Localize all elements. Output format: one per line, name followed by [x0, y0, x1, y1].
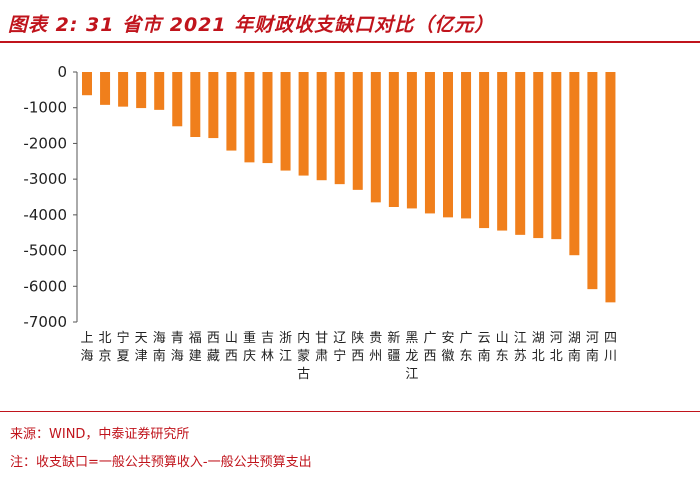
bar-贵州: [370, 72, 381, 203]
bar-上海: [82, 72, 92, 96]
y-tick-label: -6000: [23, 277, 67, 295]
bar-重庆: [244, 72, 255, 163]
x-tick-label: 四川: [604, 331, 617, 364]
title-divider: [0, 41, 700, 43]
bar-吉林: [262, 72, 273, 164]
x-tick-label: 河北: [550, 331, 563, 364]
x-tick-label: 山东: [496, 331, 509, 364]
bar-湖南: [569, 72, 580, 256]
bar-河北: [551, 72, 562, 240]
x-tick-label: 吉林: [261, 331, 274, 364]
y-tick-label: -5000: [23, 242, 67, 260]
bar-四川: [605, 72, 616, 303]
x-tick-label: 云南: [478, 331, 491, 364]
chart-title: 图表 2: 31 省市 2021 年财政收支缺口对比（亿元）: [8, 14, 495, 36]
y-tick-label: 0: [57, 63, 67, 81]
x-tick-label: 青海: [171, 331, 184, 364]
bar-广西: [424, 72, 435, 214]
y-tick-label: -3000: [23, 170, 67, 188]
bar-安徽: [443, 72, 453, 218]
bar-云南: [479, 72, 490, 229]
bar-山东: [497, 72, 508, 231]
bar-江苏: [515, 72, 526, 235]
x-tick-label: 湖南: [568, 331, 581, 364]
footnote: 注：收支缺口=一般公共预算收入-一般公共预算支出: [10, 455, 312, 470]
bar-河南: [587, 72, 598, 290]
bar-海南: [154, 72, 165, 110]
x-tick-label: 北京: [99, 331, 112, 364]
y-tick-label: -4000: [23, 206, 67, 224]
x-tick-label: 辽宁: [333, 331, 346, 364]
footer-divider: [0, 411, 700, 412]
bar-chart: 0 -1000 -2000 -3000 -4000 -5000 -6000 -7000 上海北京…: [23, 63, 617, 382]
bar-北京: [100, 72, 111, 105]
x-tick-label: 浙江: [279, 331, 292, 364]
y-tick-label: -1000: [23, 99, 67, 117]
bar-宁夏: [118, 72, 129, 107]
x-tick-label: 湖北: [532, 331, 545, 364]
bar-天津: [136, 72, 147, 109]
x-tick-label: 内蒙古: [297, 330, 310, 382]
bar-新疆: [388, 72, 399, 207]
y-tick-label: -2000: [23, 134, 67, 152]
x-tick-label: 天津: [135, 331, 148, 364]
x-tick-label: 广东: [460, 331, 473, 364]
bar-湖北: [533, 72, 544, 239]
bar-甘肃: [316, 72, 327, 181]
bar-广东: [461, 72, 472, 219]
x-tick-label: 河南: [586, 331, 599, 364]
x-tick-label: 陕西: [351, 331, 364, 364]
x-tick-label: 广西: [423, 331, 436, 364]
bar-西藏: [208, 72, 219, 139]
bar-山西: [226, 72, 237, 151]
bar-福建: [190, 72, 201, 137]
x-tick-label: 上海: [80, 331, 93, 364]
y-tick-label: -7000: [23, 313, 67, 331]
x-tick-label: 海南: [153, 331, 166, 364]
source-note: 来源：WIND，中泰证券研究所: [10, 427, 190, 442]
bar-黑龙江: [406, 72, 417, 209]
x-tick-label: 甘肃: [315, 331, 328, 364]
x-tick-label: 江苏: [514, 331, 527, 364]
bar-陕西: [352, 72, 363, 190]
bar-青海: [172, 72, 183, 127]
x-tick-label: 安徽: [441, 331, 454, 364]
x-tick-label: 新疆: [387, 330, 400, 364]
x-tick-label: 贵州: [369, 331, 382, 364]
x-tick-label: 西藏: [207, 331, 220, 364]
x-tick-label: 重庆: [243, 330, 256, 364]
bar-浙江: [280, 72, 291, 171]
x-tick-label: 福建: [189, 331, 202, 364]
bar-辽宁: [334, 72, 345, 185]
bar-内蒙古: [298, 72, 309, 176]
x-tick-label: 山西: [225, 331, 238, 364]
x-tick-label: 宁夏: [117, 330, 130, 364]
x-tick-label: 黑龙江: [405, 331, 418, 382]
